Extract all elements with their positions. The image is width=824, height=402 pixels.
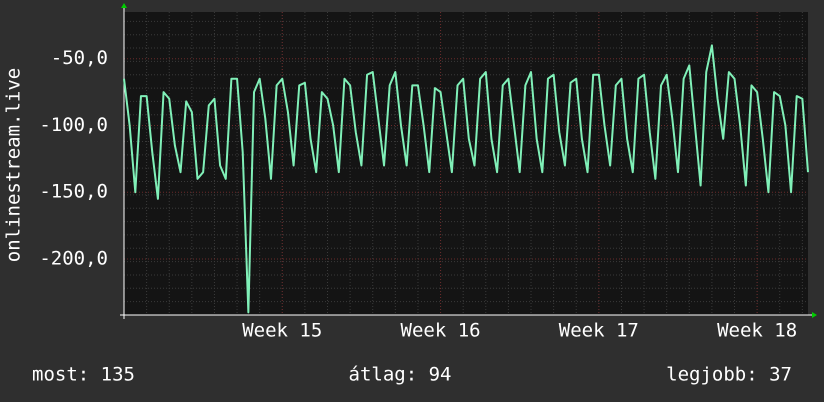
y-tick-label: -100,0 bbox=[39, 114, 108, 136]
y-tick-label: -200,0 bbox=[39, 247, 108, 269]
footer-average: átlag: 94 bbox=[349, 364, 452, 386]
data-line bbox=[123, 44, 809, 314]
plot-area bbox=[124, 12, 808, 315]
x-tick-label: Week 17 bbox=[559, 320, 639, 342]
footer-current: most: 135 bbox=[32, 364, 135, 386]
footer-best: legjobb: 37 bbox=[666, 364, 792, 386]
axis-arrow bbox=[121, 3, 127, 8]
x-tick-label: Week 18 bbox=[717, 320, 797, 342]
y-axis-label: onlinestream.live bbox=[3, 68, 25, 262]
x-tick-label: Week 15 bbox=[242, 320, 322, 342]
y-tick-label: -50,0 bbox=[51, 47, 108, 69]
y-tick-label: -150,0 bbox=[39, 181, 108, 203]
axis-arrow bbox=[812, 312, 817, 318]
x-tick-label: Week 16 bbox=[401, 320, 481, 342]
